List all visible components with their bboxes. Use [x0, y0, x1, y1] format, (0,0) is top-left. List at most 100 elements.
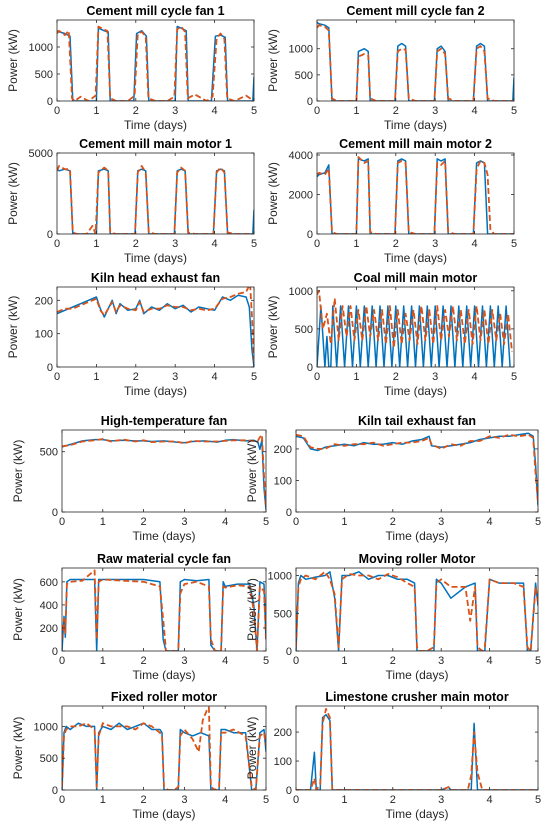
x-tick-label: 4 — [487, 516, 493, 528]
x-tick-label: 5 — [511, 105, 517, 117]
y-tick-label: 500 — [40, 753, 58, 765]
y-tick-label: 100 — [274, 475, 292, 487]
x-tick-label: 1 — [353, 371, 359, 383]
x-tick-label: 0 — [314, 371, 320, 383]
x-tick-label: 3 — [172, 371, 178, 383]
chart-panel: 0 1 2 3 4 5 0 200 400 600 Raw material cycle fan Ti… — [11, 552, 269, 682]
chart-panel: 0 1 2 3 4 5 0 100 200 Kiln tail exhaust fan Time (… — [245, 414, 541, 543]
x-tick-label: 4 — [212, 371, 218, 383]
x-tick-label: 3 — [438, 794, 444, 806]
x-axis-label: Time (days) — [133, 807, 196, 821]
chart-panel: 0 1 2 3 4 5 0 500 1000 Cement mill cycle fan 2 Tim… — [266, 4, 517, 132]
x-tick-label: 3 — [181, 794, 187, 806]
y-tick-label: 500 — [40, 447, 58, 459]
chart-title: Fixed roller motor — [111, 690, 217, 704]
chart-panel: 0 1 2 3 4 5 0 100 200 Kiln head exhaust fan Time (… — [6, 271, 257, 398]
x-tick-label: 2 — [141, 655, 147, 667]
y-tick-label: 100 — [35, 329, 53, 341]
series-line-actual — [62, 438, 266, 510]
x-axis-label: Time (days) — [384, 384, 447, 398]
series-line-actual — [317, 158, 514, 234]
chart-title: Cement mill main motor 2 — [339, 137, 492, 151]
x-tick-label: 0 — [314, 105, 320, 117]
series-line-actual — [62, 722, 266, 790]
x-tick-label: 4 — [212, 238, 218, 250]
series-line-actual — [296, 432, 538, 506]
chart-title: Kiln head exhaust fan — [91, 271, 220, 285]
y-axis-label: Power (kW) — [266, 29, 280, 92]
x-tick-label: 4 — [472, 105, 478, 117]
axes-box — [61, 429, 267, 513]
y-tick-label: 1000 — [289, 44, 313, 56]
y-tick-label: 1000 — [289, 286, 313, 298]
y-tick-label: 400 — [40, 600, 58, 612]
x-tick-label: 4 — [212, 105, 218, 117]
x-tick-label: 1 — [93, 105, 99, 117]
series-line-actual — [57, 168, 254, 234]
series-line-predicted — [57, 287, 254, 364]
chart-panel: 0 1 2 3 4 5 0 500 High-temperature fan Time (days… — [11, 414, 269, 543]
y-tick-label: 5000 — [29, 148, 53, 160]
chart-title: Kiln tail exhaust fan — [358, 414, 476, 428]
y-tick-label: 0 — [286, 646, 292, 658]
x-tick-label: 1 — [100, 794, 106, 806]
x-axis-label: Time (days) — [124, 384, 187, 398]
x-tick-label: 4 — [472, 371, 478, 383]
x-axis-label: Time (days) — [384, 118, 447, 132]
y-axis-label: Power (kW) — [245, 717, 259, 780]
y-tick-label: 500 — [295, 70, 313, 82]
chart-title: Limestone crusher main motor — [325, 690, 509, 704]
chart-title: Cement mill cycle fan 2 — [346, 4, 484, 18]
x-tick-label: 2 — [393, 105, 399, 117]
x-tick-label: 4 — [222, 655, 228, 667]
x-tick-label: 1 — [93, 371, 99, 383]
axes-box — [295, 567, 539, 652]
y-axis-label: Power (kW) — [245, 440, 259, 503]
y-tick-label: 500 — [35, 69, 53, 81]
axes-box — [316, 286, 515, 368]
x-tick-label: 4 — [222, 794, 228, 806]
chart-panel: 0 1 2 3 4 5 0 2000 4000 Cement mill main motor 2 T… — [266, 137, 517, 265]
y-tick-label: 0 — [307, 229, 313, 241]
x-tick-label: 4 — [487, 655, 493, 667]
x-tick-label: 1 — [341, 794, 347, 806]
chart-title: Cement mill cycle fan 1 — [86, 4, 224, 18]
x-tick-label: 3 — [432, 371, 438, 383]
chart-title: Moving roller Motor — [359, 552, 476, 566]
axes-box — [56, 286, 255, 368]
series-line-predicted — [62, 706, 266, 790]
x-tick-label: 5 — [263, 516, 269, 528]
x-tick-label: 2 — [390, 655, 396, 667]
y-tick-label: 1000 — [268, 571, 292, 583]
x-tick-label: 5 — [263, 655, 269, 667]
axes-box — [61, 567, 267, 652]
x-tick-label: 0 — [59, 794, 65, 806]
chart-panel: 0 1 2 3 4 5 0 500 1000 Moving roller Motor Time (d… — [245, 552, 541, 682]
x-tick-label: 4 — [472, 238, 478, 250]
y-axis-label: Power (kW) — [266, 296, 280, 359]
series-line-predicted — [296, 708, 538, 790]
series-line-actual — [57, 25, 254, 101]
y-tick-label: 500 — [295, 324, 313, 336]
x-tick-label: 2 — [133, 371, 139, 383]
x-tick-label: 1 — [353, 105, 359, 117]
y-tick-label: 0 — [52, 507, 58, 519]
y-tick-label: 4000 — [289, 150, 313, 162]
series-line-predicted — [296, 433, 538, 503]
x-tick-label: 2 — [390, 794, 396, 806]
x-tick-label: 5 — [535, 516, 541, 528]
chart-panel: 0 1 2 3 4 5 0 100 200 Limestone crusher main moto… — [245, 690, 541, 821]
y-tick-label: 1000 — [29, 42, 53, 54]
x-tick-label: 3 — [172, 105, 178, 117]
chart-title: Coal mill main motor — [354, 271, 478, 285]
series-line-predicted — [57, 165, 254, 234]
chart-panel: 0 1 2 3 4 5 0 500 1000 Fixed roller motor Time (da… — [11, 690, 269, 821]
x-tick-label: 0 — [59, 516, 65, 528]
y-tick-label: 500 — [274, 608, 292, 620]
x-axis-label: Time (days) — [386, 529, 449, 543]
y-tick-label: 0 — [286, 785, 292, 797]
series-line-predicted — [317, 24, 514, 101]
axes-box — [56, 152, 255, 235]
y-axis-label: Power (kW) — [11, 440, 25, 503]
x-tick-label: 3 — [432, 105, 438, 117]
